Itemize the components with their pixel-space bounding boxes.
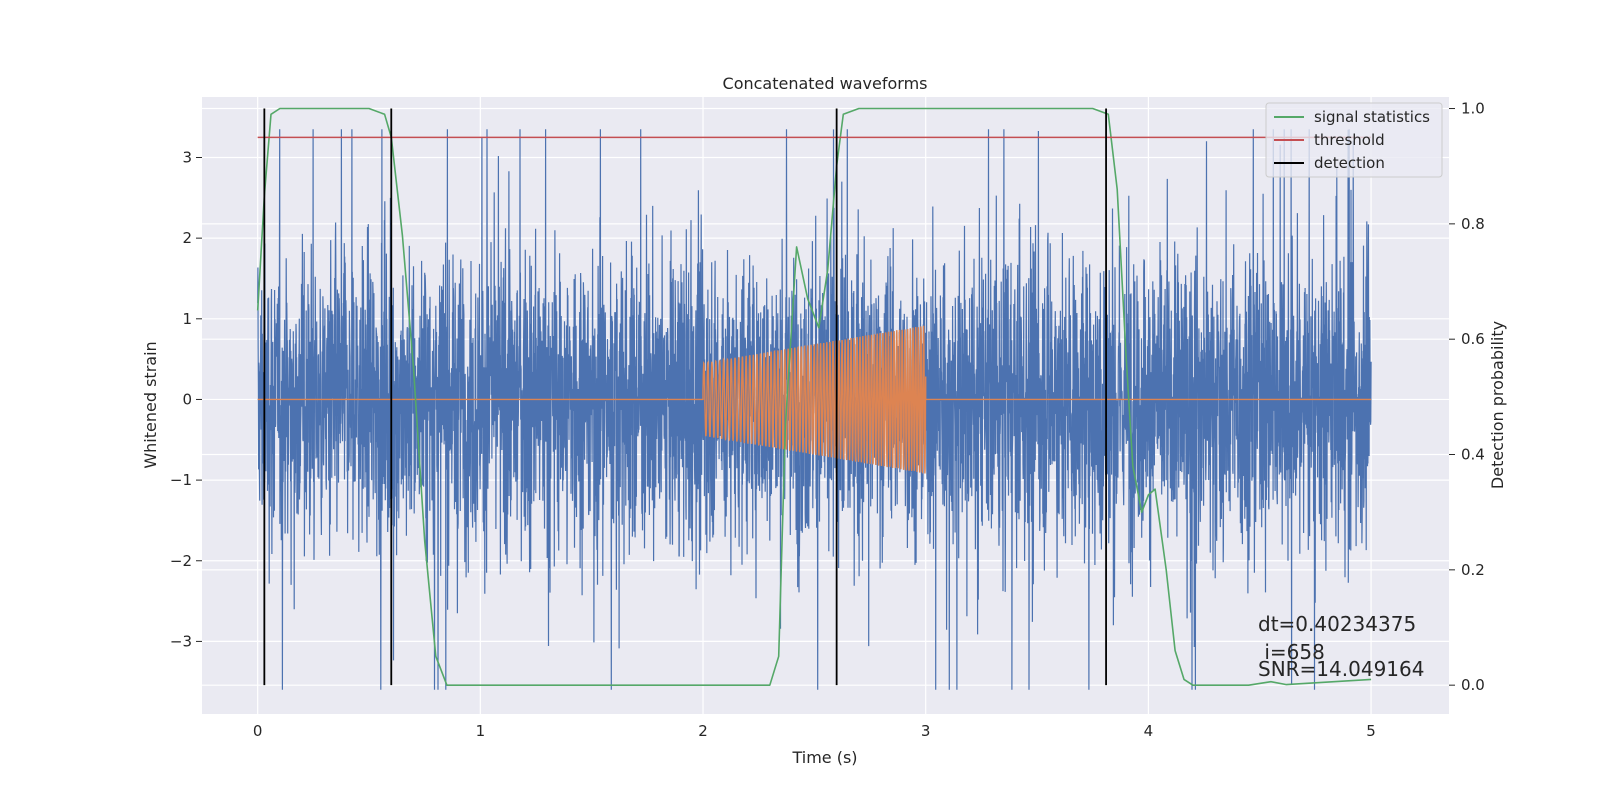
x-tick-label: 1 [476, 722, 486, 740]
legend-label-detection: detection [1314, 154, 1385, 172]
y2-tick-label: 0.6 [1461, 330, 1485, 348]
annotation-dt: dt=0.40234375 [1258, 612, 1416, 636]
x-tick-label: 2 [698, 722, 708, 740]
y2-tick-label: 0.8 [1461, 215, 1485, 233]
y-tick-label: −3 [170, 632, 192, 650]
y-tick-label: −2 [170, 552, 192, 570]
signal-statistics-line [256, 107, 1372, 686]
y2-tick-label: 0.0 [1461, 676, 1485, 694]
y-tick-label: 2 [182, 229, 192, 247]
annotation-snr: SNR=14.049164 [1258, 657, 1424, 681]
x-axis-label: Time (s) [791, 748, 857, 767]
y-tick-label: 3 [182, 148, 192, 166]
y2-tick-label: 0.2 [1461, 561, 1485, 579]
chart-title: Concatenated waveforms [723, 74, 928, 93]
annotation: dt=0.40234375 i=658 SNR=14.049164 [1258, 612, 1424, 681]
chirp-line [257, 325, 1372, 475]
y2-tick-label: 1.0 [1461, 100, 1485, 118]
legend-box [1265, 102, 1443, 178]
y2-axis-label: Detection probability [1488, 321, 1507, 489]
y2-tick-label: 0.4 [1461, 446, 1485, 464]
legend-label-signal-statistics: signal statistics [1314, 108, 1430, 126]
probability-series [256, 107, 1372, 686]
x-tick-label: 0 [253, 722, 263, 740]
axes: 0 1 2 3 4 5 −3 −2 −1 0 1 2 3 0.0 0.2 0.4 0.6 0.8 1.0 [170, 100, 1485, 740]
chirp-series [257, 325, 1372, 475]
x-tick-label: 3 [921, 722, 931, 740]
y-tick-label: 0 [182, 390, 192, 408]
y-tick-label: −1 [170, 471, 192, 489]
x-tick-label: 5 [1366, 722, 1376, 740]
y-axis-label: Whitened strain [141, 341, 160, 468]
annotation-index: i=658 [1258, 640, 1325, 664]
legend-label-threshold: threshold [1314, 131, 1385, 149]
x-tick-label: 4 [1144, 722, 1154, 740]
plot-content [256, 107, 1372, 690]
legend: signal statistics threshold detection [1265, 102, 1443, 178]
y-tick-label: 1 [182, 310, 192, 328]
